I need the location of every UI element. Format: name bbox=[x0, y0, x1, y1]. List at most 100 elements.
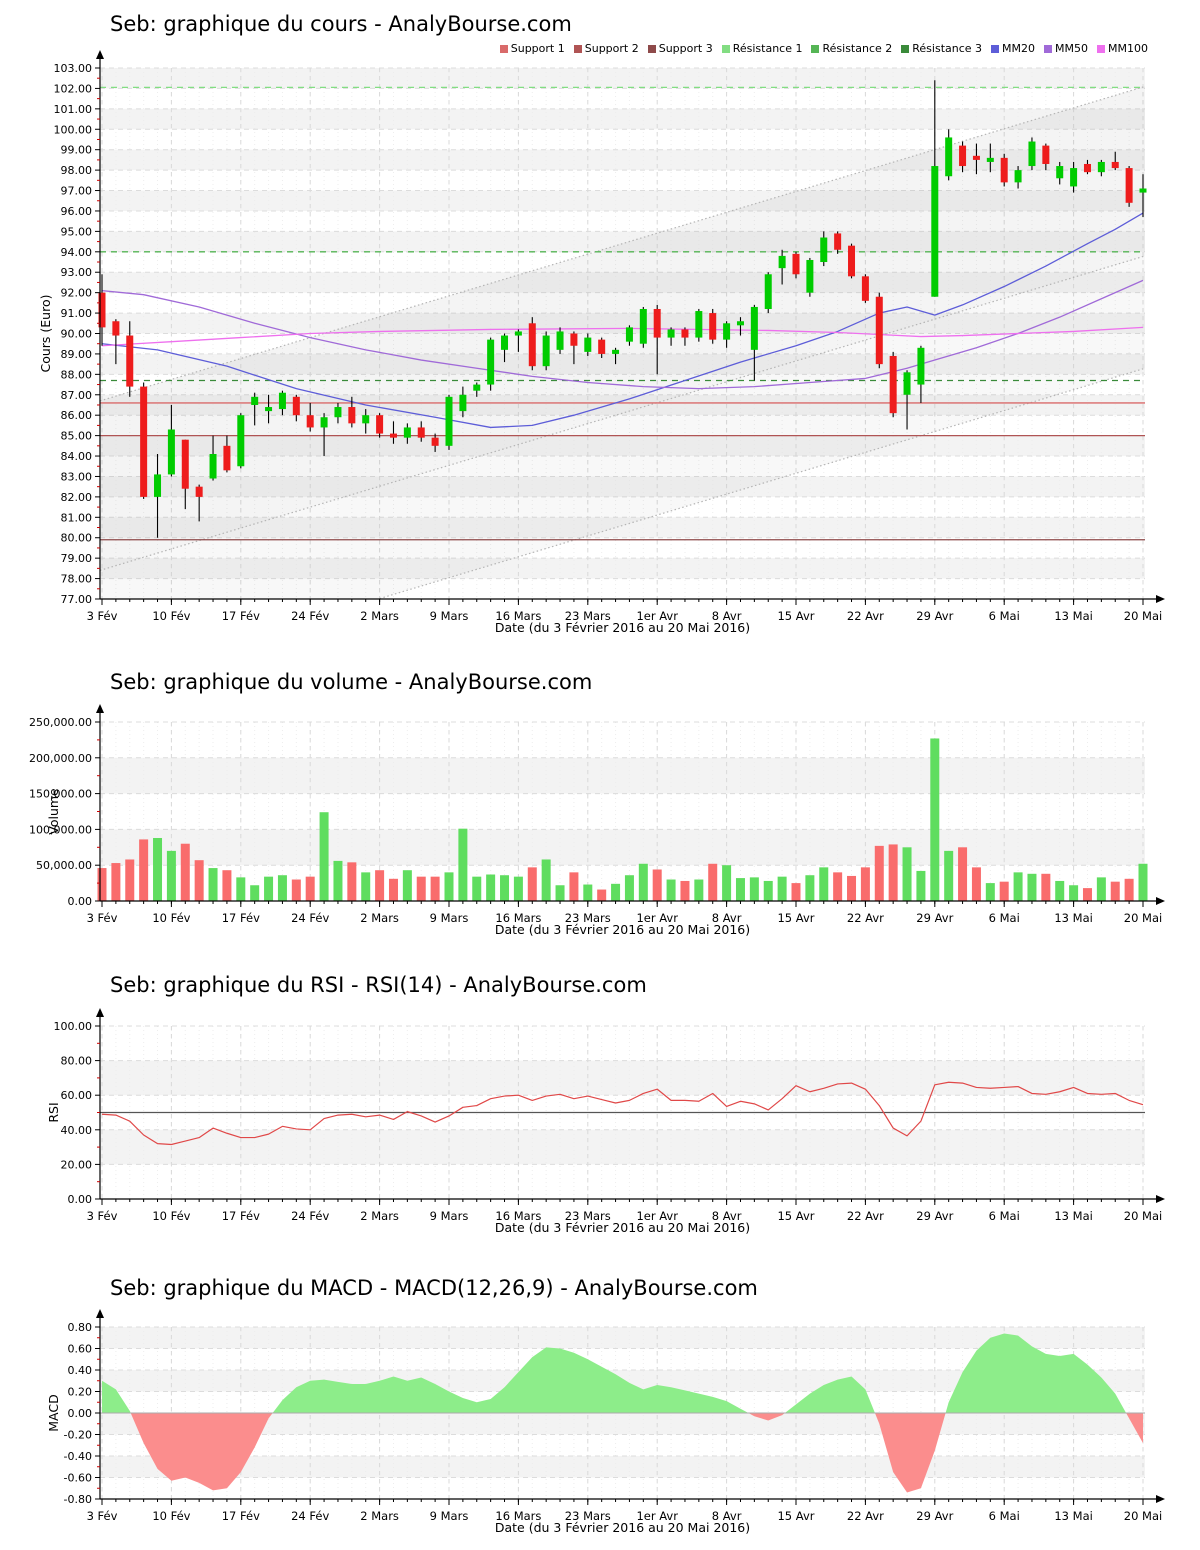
volume-bar-down bbox=[125, 859, 135, 901]
volume-bar-down bbox=[111, 863, 121, 901]
volume-bar-down bbox=[194, 860, 204, 901]
volume-bar-up bbox=[500, 875, 510, 901]
macd-chart-axes: -0.80 -0.60 -0.40 -0.20 0.00 0.20 0.40 0.60 0.80… bbox=[46, 1309, 1165, 1535]
candle-body-down bbox=[681, 329, 689, 338]
macd-chart-x-tick-label: 3 Fév bbox=[87, 1509, 118, 1523]
price-chart-title: Seb: graphique du cours - AnalyBourse.co… bbox=[110, 12, 572, 36]
price-chart-x-tick-label: 3 Fév bbox=[87, 609, 118, 623]
volume-bar-down bbox=[139, 839, 149, 901]
macd-chart-y-tick-label: 0.40 bbox=[68, 1364, 93, 1377]
candle-body-down bbox=[140, 386, 148, 497]
candle-body-down bbox=[709, 313, 717, 340]
volume-chart-title: Seb: graphique du volume - AnalyBourse.c… bbox=[110, 670, 593, 694]
price-chart-x-tick-label: 9 Mars bbox=[430, 609, 469, 623]
macd-chart-title: Seb: graphique du MACD - MACD(12,26,9) -… bbox=[110, 1276, 758, 1300]
price-chart-y-tick-label: 78.00 bbox=[61, 573, 93, 586]
macd-chart: -0.80 -0.60 -0.40 -0.20 0.00 0.20 0.40 0.60 0.80… bbox=[46, 1309, 1165, 1535]
candle-body-down bbox=[306, 415, 314, 428]
candle-body-up bbox=[584, 337, 592, 352]
ma-line-mm50 bbox=[101, 279, 1144, 390]
rsi-chart-title: Seb: graphique du RSI - RSI(14) - AnalyB… bbox=[110, 973, 647, 997]
legend-item-support-1: Support 1 bbox=[499, 42, 565, 55]
price-chart-y-tick-label: 101.00 bbox=[54, 103, 93, 116]
ma-line-mm20 bbox=[101, 212, 1144, 429]
volume-bar-up bbox=[486, 874, 496, 901]
volume-bar-up bbox=[583, 884, 593, 901]
price-chart-y-tick-label: 87.00 bbox=[61, 389, 93, 402]
price-chart-y-tick-label: 91.00 bbox=[61, 307, 93, 320]
volume-bar-up bbox=[777, 876, 787, 901]
candle-body-down bbox=[417, 427, 425, 438]
candle-body-up bbox=[986, 157, 994, 162]
legend-item-support-2: Support 2 bbox=[573, 42, 639, 55]
candle-body-up bbox=[764, 274, 772, 309]
price-chart-y-tick-label: 83.00 bbox=[61, 470, 93, 483]
macd-chart-x-tick-label: 29 Avr bbox=[916, 1509, 953, 1523]
price-chart-x-tick-label: 24 Fév bbox=[291, 609, 329, 623]
rsi-chart-y-tick-label: 100.00 bbox=[54, 1020, 93, 1033]
volume-bar-up bbox=[166, 850, 176, 901]
volume-bar-up bbox=[250, 885, 260, 901]
candle-body-down bbox=[1111, 161, 1119, 169]
volume-chart-y-tick-label: 50,000.00 bbox=[36, 859, 92, 872]
legend-item-résistance-1: Résistance 1 bbox=[721, 42, 803, 55]
rsi-chart-y-axis-title: RSI bbox=[46, 1102, 61, 1122]
candle-body-down bbox=[889, 355, 897, 414]
volume-chart-x-tick-label: 6 Mai bbox=[989, 911, 1020, 925]
candle-body-down bbox=[126, 335, 134, 387]
macd-chart-x-tick-label: 24 Fév bbox=[291, 1509, 329, 1523]
price-chart-y-tick-label: 94.00 bbox=[61, 246, 93, 259]
volume-bar-down bbox=[888, 844, 898, 901]
rsi-chart-x-tick-label: 8 Avr bbox=[712, 1209, 742, 1223]
candle-body-down bbox=[348, 407, 356, 424]
legend-swatch bbox=[901, 44, 910, 53]
rsi-chart-y-tick-label: 0.00 bbox=[68, 1193, 93, 1206]
candle-body-up bbox=[320, 417, 328, 428]
volume-bar-up bbox=[624, 875, 634, 901]
volume-bar-down bbox=[833, 872, 843, 901]
legend-label: Support 3 bbox=[658, 42, 713, 55]
price-chart-y-tick-label: 81.00 bbox=[61, 511, 93, 524]
volume-chart-minor-grid bbox=[101, 722, 1144, 901]
volume-bar-up bbox=[402, 870, 412, 901]
volume-bar-down bbox=[1041, 873, 1051, 901]
price-chart-x-tick-label: 15 Avr bbox=[777, 609, 814, 623]
candle-body-down bbox=[653, 308, 661, 338]
candle-body-up bbox=[750, 306, 758, 350]
macd-chart-x-tick-label: 17 Fév bbox=[222, 1509, 260, 1523]
candle-body-up bbox=[917, 347, 925, 385]
candle-body-down bbox=[98, 292, 106, 328]
rsi-line bbox=[101, 1081, 1144, 1146]
candle-body-up bbox=[736, 321, 744, 326]
candle-body-down bbox=[1042, 145, 1050, 164]
candle-body-up bbox=[209, 453, 217, 479]
volume-bar-down bbox=[416, 876, 426, 901]
volume-bar-down bbox=[652, 869, 662, 901]
volume-bar-down bbox=[97, 868, 107, 901]
rsi-chart-x-tick-label: 23 Mars bbox=[565, 1209, 611, 1223]
volume-bar-down bbox=[971, 867, 981, 901]
macd-chart-x-tick-label: 23 Mars bbox=[565, 1509, 611, 1523]
volume-bar-up bbox=[1055, 880, 1065, 901]
price-chart-x-tick-label: 10 Fév bbox=[152, 609, 190, 623]
candle-body-up bbox=[903, 372, 911, 395]
price-chart-x-tick-label: 29 Avr bbox=[916, 609, 953, 623]
candle-body-up bbox=[1139, 188, 1147, 193]
candle-body-up bbox=[514, 331, 522, 336]
legend-label: Résistance 1 bbox=[732, 42, 803, 55]
candle-body-down bbox=[389, 433, 397, 438]
rsi-series bbox=[100, 1081, 1145, 1146]
legend-label: MM20 bbox=[1002, 42, 1036, 55]
volume-bar-up bbox=[541, 859, 551, 901]
volume-chart-x-tick-label: 8 Avr bbox=[712, 911, 742, 925]
volume-bar-up bbox=[930, 738, 940, 901]
rsi-chart-x-axis-title: Date (du 3 Février 2016 au 20 Mai 2016) bbox=[495, 1220, 750, 1235]
macd-chart-x-tick-label: 16 Mars bbox=[495, 1509, 541, 1523]
volume-bar-down bbox=[222, 870, 232, 901]
volume-bar-up bbox=[333, 860, 343, 901]
volume-bar-up bbox=[763, 880, 773, 901]
volume-bar-down bbox=[1124, 878, 1134, 901]
legend-item-mm50: MM50 bbox=[1044, 42, 1088, 55]
volume-bar-down bbox=[430, 876, 440, 901]
